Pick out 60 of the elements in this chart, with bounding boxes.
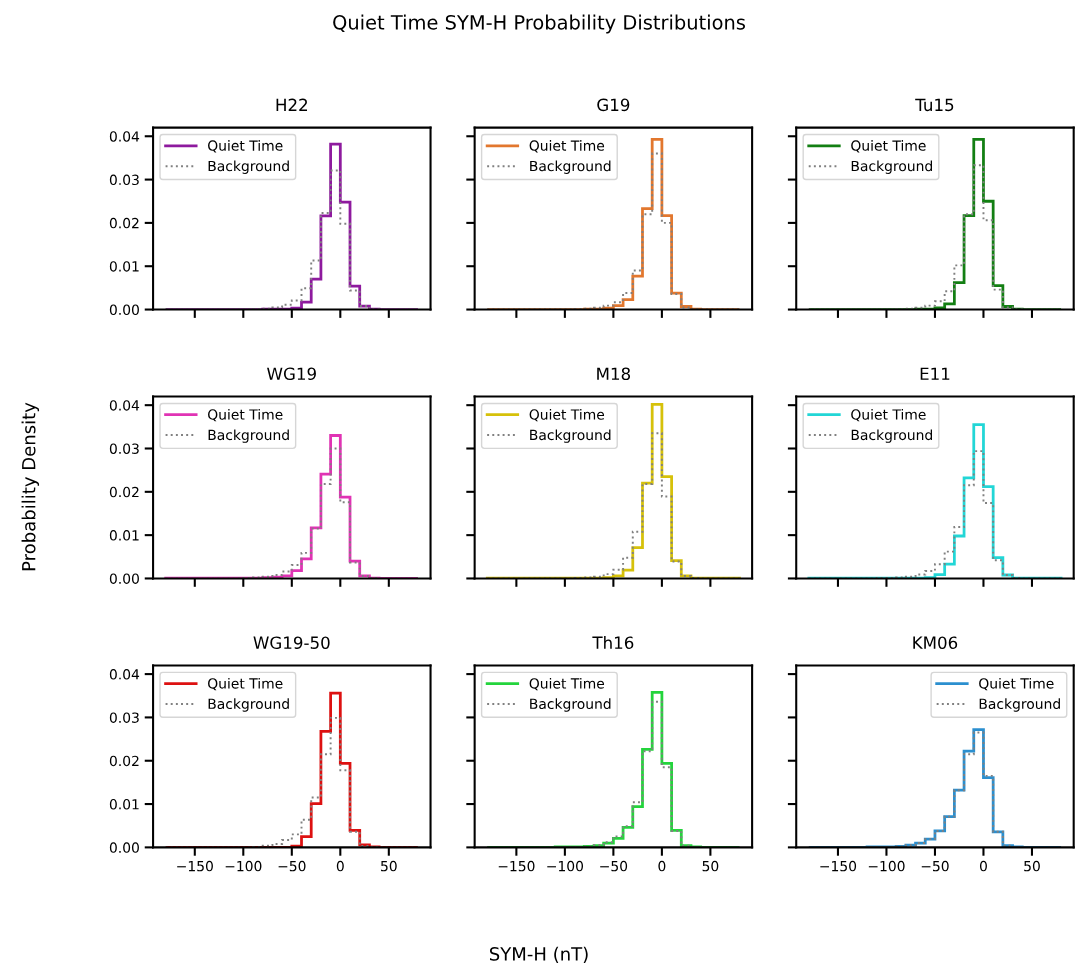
legend-label: Background (979, 698, 1060, 712)
x-tick-label: −100 (868, 860, 905, 872)
legend-label: Quiet Time (979, 677, 1054, 691)
x-tick-label: −150 (177, 860, 213, 872)
text: Quiet Time SYM-H Probability Distributions (333, 14, 745, 34)
chart-title: WG19 (267, 367, 316, 381)
y-tick-label: 0.01 (109, 530, 139, 541)
chart-title: E11 (920, 367, 950, 380)
y-tick-label: 0.00 (109, 573, 139, 584)
chart-title: Th16 (592, 636, 634, 649)
y-tick-label: 0.02 (109, 755, 139, 767)
y-axis-title: Probability Density (21, 402, 40, 571)
legend-label: Background (530, 160, 611, 174)
chart-title: Tu15 (915, 98, 954, 112)
x-axis-title: SYM-H (nT) (489, 946, 588, 963)
chart-title: M18 (597, 367, 631, 381)
chart-title: G19 (597, 98, 630, 112)
legend-label: Background (851, 160, 932, 174)
chart-title: H22 (276, 98, 308, 111)
x-tick-label: −100 (225, 860, 262, 872)
legend-label: Quiet Time (208, 677, 283, 691)
x-tick-label: −150 (820, 860, 857, 872)
y-tick-label: 0.03 (109, 443, 139, 454)
legend-label: Background (208, 429, 289, 443)
chart-title: KM06 (913, 636, 958, 649)
x-tick-label: 50 (1024, 860, 1040, 872)
x-tick-label: 0 (979, 860, 987, 872)
x-tick-label: 0 (336, 860, 344, 872)
x-tick-label: −50 (278, 860, 306, 872)
y-tick-label: 0.00 (109, 842, 139, 853)
y-tick-label: 0.01 (109, 261, 139, 272)
legend-label: Background (851, 429, 932, 443)
legend-label: Background (208, 698, 289, 712)
legend-label: Quiet Time (529, 677, 605, 691)
y-tick-label: 0.00 (109, 304, 139, 316)
x-tick-label: −50 (600, 860, 628, 872)
y-tick-label: 0.02 (109, 486, 139, 498)
x-tick-label: 50 (702, 860, 719, 872)
legend-label: Quiet Time (851, 140, 926, 153)
legend-label: Background (208, 160, 289, 174)
legend-label: Background (530, 429, 611, 443)
legend-label: Background (530, 698, 611, 712)
legend-label: Quiet Time (529, 140, 605, 153)
y-tick-label: 0.04 (109, 669, 140, 680)
legend-label: Quiet Time (208, 140, 283, 153)
legend-label: Quiet Time (208, 409, 283, 422)
legend-label: Quiet Time (851, 409, 926, 422)
x-tick-label: −150 (498, 860, 535, 872)
y-tick-label: 0.03 (109, 174, 139, 186)
y-tick-label: 0.02 (109, 217, 139, 229)
chart-title: WG19-50 (253, 636, 330, 649)
x-tick-label: −100 (547, 860, 584, 872)
legend-label: Quiet Time (529, 409, 605, 422)
y-tick-label: 0.01 (109, 799, 139, 810)
y-tick-label: 0.04 (109, 131, 140, 142)
y-tick-label: 0.04 (109, 400, 140, 411)
x-tick-label: −50 (921, 860, 949, 872)
y-tick-label: 0.03 (109, 712, 139, 723)
x-tick-label: 50 (381, 860, 397, 872)
x-tick-label: 0 (658, 860, 666, 872)
